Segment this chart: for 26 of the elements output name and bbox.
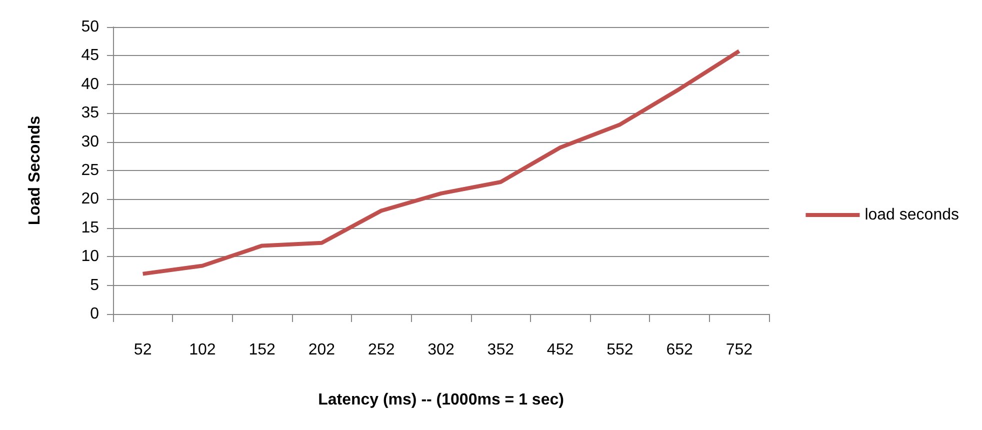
- x-tick-label: 302: [428, 342, 454, 358]
- line-series: [140, 49, 742, 276]
- x-tick-label: 652: [666, 342, 693, 358]
- y-tick-label: 50: [81, 18, 100, 36]
- x-tick-label: 552: [606, 342, 634, 358]
- x-axis-title: Latency (ms) -- (1000ms = 1 sec): [318, 392, 564, 408]
- y-tick-label: 45: [81, 47, 100, 64]
- y-tick-label: 30: [81, 133, 100, 150]
- x-tick-label: 152: [248, 342, 276, 358]
- y-tick-label: 10: [81, 248, 100, 266]
- y-tick-label: 25: [81, 162, 100, 179]
- y-tick-label: 40: [81, 76, 100, 93]
- y-axis-title: Load Seconds: [26, 116, 44, 226]
- x-tick-label: 752: [726, 342, 753, 358]
- legend-label: load seconds: [864, 206, 960, 224]
- x-tick-label: 202: [308, 342, 336, 358]
- x-tick-label: 352: [487, 342, 514, 358]
- y-tick-label: 0: [90, 306, 100, 322]
- x-tick-label: 102: [189, 342, 216, 358]
- y-tick-label: 15: [81, 219, 100, 236]
- x-tick-label: 52: [134, 342, 152, 358]
- y-tick-label: 5: [90, 276, 100, 294]
- x-tick-label: 252: [368, 342, 395, 358]
- x-tick-label: 452: [546, 342, 574, 358]
- y-tick-label: 20: [81, 190, 100, 208]
- y-tick-label: 35: [81, 104, 100, 122]
